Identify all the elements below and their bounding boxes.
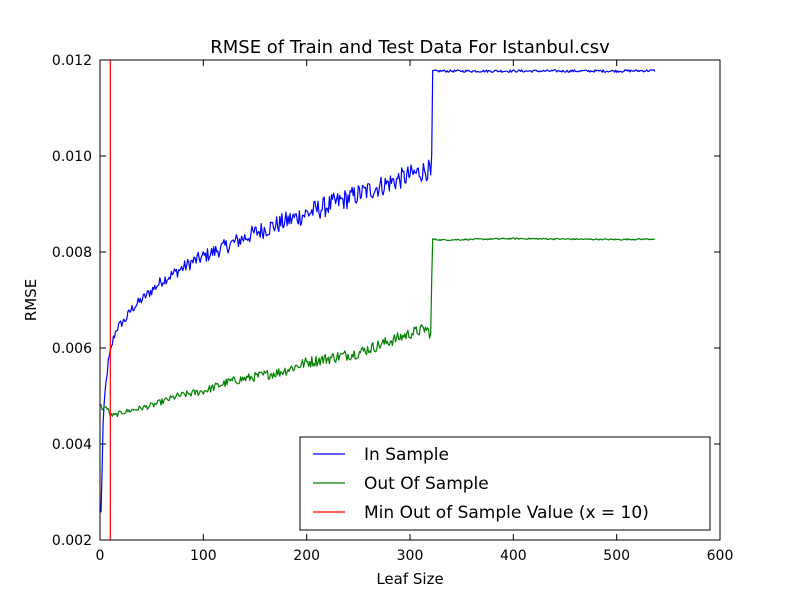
chart-title: RMSE of Train and Test Data For Istanbul…	[210, 37, 610, 58]
legend-label-0: In Sample	[364, 445, 449, 465]
x-tick-label-0: 0	[96, 548, 105, 564]
x-tick-label-1: 100	[190, 548, 217, 564]
axis-ticks: 0 100 200 300 400 500 600 0.002 0.004 0.006 0.008 0…	[52, 53, 733, 564]
y-tick-label-3: 0.008	[52, 245, 92, 261]
legend-box	[299, 436, 711, 531]
y-tick-label-1: 0.004	[52, 437, 92, 453]
series-line-0	[100, 69, 656, 513]
y-tick-label-2: 0.006	[52, 341, 92, 357]
x-tick-label-4: 400	[500, 548, 527, 564]
legend-label-1: Out Of Sample	[364, 474, 489, 494]
legend-label-2: Min Out of Sample Value (x = 10)	[364, 503, 649, 523]
legend: In Sample Out Of Sample Min Out of Sample …	[299, 436, 711, 531]
y-tick-label-5: 0.012	[52, 53, 92, 69]
y-tick-label-0: 0.002	[52, 533, 92, 549]
plot-area	[100, 60, 656, 540]
y-tick-label-4: 0.010	[52, 149, 92, 165]
x-tick-label-5: 500	[603, 548, 630, 564]
x-tick-label-6: 600	[707, 548, 734, 564]
y-axis-label: RMSE	[22, 279, 40, 321]
x-axis-label: Leaf Size	[376, 570, 443, 588]
x-tick-label-3: 300	[397, 548, 424, 564]
series-line-1	[100, 237, 656, 418]
x-tick-label-2: 200	[293, 548, 320, 564]
